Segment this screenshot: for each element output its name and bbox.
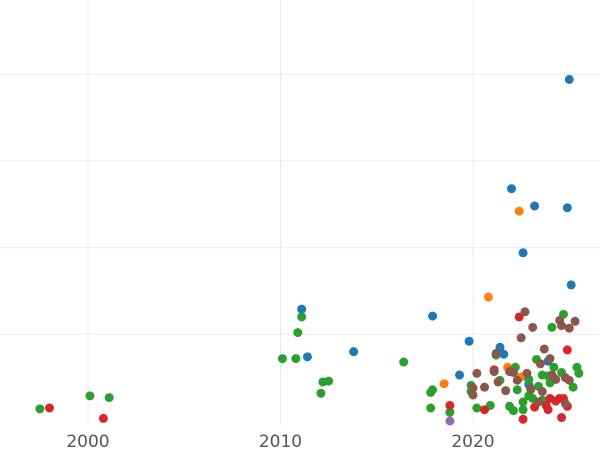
- data-point: [528, 322, 538, 332]
- data-point: [564, 323, 574, 333]
- data-point: [445, 407, 455, 417]
- data-point: [539, 344, 549, 354]
- data-point: [518, 248, 528, 258]
- data-point: [564, 375, 574, 385]
- data-point: [557, 413, 567, 423]
- data-point: [428, 311, 438, 321]
- data-point: [45, 403, 54, 413]
- data-point: [472, 403, 482, 413]
- data-point: [455, 370, 465, 380]
- data-point: [85, 391, 95, 401]
- data-point: [399, 357, 409, 367]
- data-point: [428, 385, 438, 395]
- data-point: [570, 316, 580, 326]
- data-point: [293, 328, 303, 338]
- data-point: [472, 368, 482, 378]
- data-point: [349, 347, 359, 357]
- data-point: [291, 354, 301, 364]
- data-point: [302, 352, 312, 362]
- data-point: [520, 307, 530, 317]
- data-point: [547, 322, 557, 332]
- data-point: [98, 413, 108, 423]
- data-point: [277, 354, 287, 364]
- data-point: [508, 406, 518, 416]
- data-point: [514, 312, 524, 322]
- data-point: [493, 377, 503, 387]
- data-point: [518, 414, 528, 424]
- data-point: [464, 336, 474, 346]
- data-point: [499, 349, 509, 359]
- data-point: [445, 400, 455, 410]
- x-tick-label-2000: 2000: [66, 432, 109, 450]
- data-point: [557, 321, 567, 331]
- data-point: [530, 201, 540, 211]
- data-point: [545, 354, 555, 364]
- data-point: [518, 405, 528, 415]
- data-point: [426, 403, 436, 413]
- data-point: [297, 304, 307, 314]
- data-point: [512, 375, 522, 385]
- data-point: [537, 387, 547, 397]
- data-point: [507, 184, 516, 194]
- data-point: [514, 206, 524, 216]
- data-point: [566, 280, 576, 290]
- data-point: [551, 396, 561, 406]
- data-point: [543, 405, 553, 415]
- x-axis-tick-labels: 2000 2010 2020: [66, 432, 494, 450]
- x-tick-label-2020: 2020: [451, 432, 494, 450]
- data-point: [522, 368, 532, 378]
- data-point: [562, 345, 572, 355]
- data-point: [551, 374, 561, 384]
- data-point: [516, 333, 526, 343]
- data-point: [297, 312, 307, 322]
- data-point: [491, 348, 501, 358]
- data-point: [483, 292, 493, 302]
- data-point: [468, 390, 478, 400]
- data-point: [518, 397, 528, 407]
- data-point: [533, 397, 543, 407]
- data-point: [104, 393, 114, 403]
- data-point: [526, 384, 536, 394]
- data-point: [501, 386, 511, 396]
- data-point: [562, 203, 572, 213]
- data-point: [512, 385, 522, 395]
- data-point: [568, 382, 578, 392]
- data-points: [35, 74, 584, 426]
- data-point: [574, 368, 584, 378]
- x-tick-label-2010: 2010: [259, 432, 302, 450]
- data-point: [35, 404, 45, 414]
- data-point: [480, 382, 490, 392]
- data-point: [316, 388, 326, 398]
- data-point: [468, 383, 478, 393]
- data-point: [508, 367, 518, 377]
- data-point: [560, 399, 570, 409]
- data-point: [480, 405, 490, 415]
- data-point: [439, 379, 449, 389]
- data-point: [445, 416, 455, 426]
- gridlines: [0, 0, 600, 425]
- data-point: [535, 359, 545, 369]
- data-point: [489, 367, 499, 377]
- data-point: [549, 362, 559, 372]
- data-point: [324, 376, 334, 386]
- data-point: [564, 74, 574, 84]
